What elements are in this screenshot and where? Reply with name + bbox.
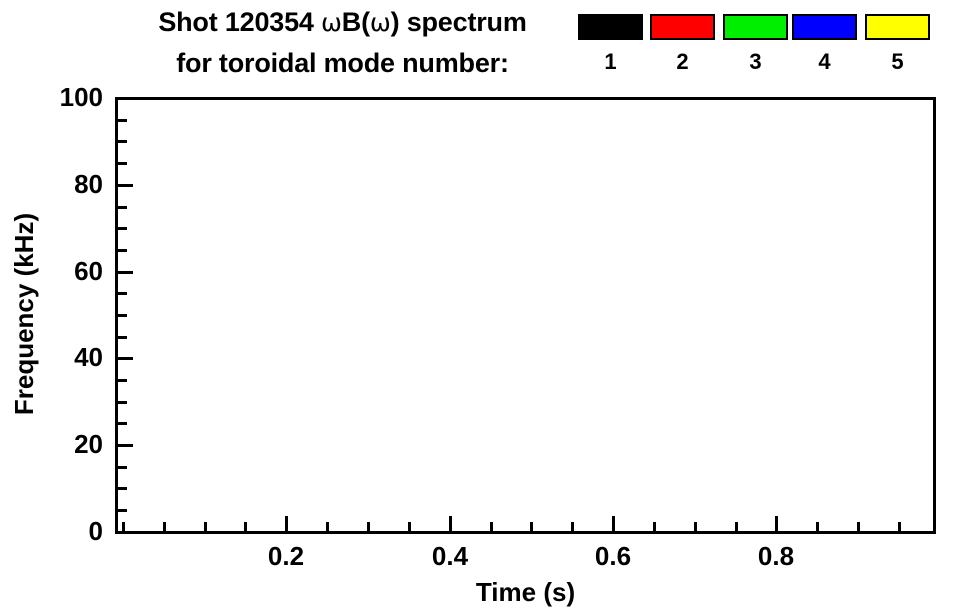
ytick-minor-75 <box>118 206 127 209</box>
ytick-major-80 <box>118 184 133 187</box>
ytick-label-group: 100 80 60 40 20 0 <box>0 83 103 545</box>
xtick-minor-0.00 <box>122 522 125 531</box>
axis-line-top <box>115 97 936 100</box>
ytick-label-100: 100 <box>59 82 103 112</box>
xtick-major-0.2 <box>285 516 288 531</box>
ytick-major-40 <box>118 357 133 360</box>
ytick-minor-90 <box>118 140 127 143</box>
legend-swatch-mode-2 <box>650 14 715 40</box>
xtick-minor-0.70 <box>694 522 697 531</box>
figure-title-line-2: for toroidal mode number: <box>176 48 509 78</box>
xtick-label-group: 0.2 0.4 0.6 0.8 <box>115 542 936 574</box>
xtick-minor-0.35 <box>408 522 411 531</box>
ytick-minor-55 <box>118 292 127 295</box>
xtick-major-0.8 <box>775 516 778 531</box>
legend-entry-1[interactable]: 1 <box>578 14 643 74</box>
xtick-minor-0.30 <box>367 522 370 531</box>
ytick-major-100 <box>118 97 133 100</box>
ytick-label-80: 80 <box>74 169 103 199</box>
xtick-label-0.2: 0.2 <box>267 541 305 571</box>
ytick-minor-45 <box>118 336 127 339</box>
xtick-minor-0.15 <box>244 522 247 531</box>
axis-line-bottom <box>115 531 936 534</box>
figure-title-line-1: Shot 120354 ωB(ω) spectrum <box>115 7 570 38</box>
xtick-minor-0.05 <box>163 522 166 531</box>
xtick-minor-0.10 <box>204 522 207 531</box>
legend-swatch-mode-5 <box>865 14 930 40</box>
xtick-minor-0.45 <box>490 522 493 531</box>
xtick-minor-0.55 <box>571 522 574 531</box>
ytick-minor-95 <box>118 119 127 122</box>
xtick-minor-0.85 <box>816 522 819 531</box>
ytick-minor-30 <box>118 401 127 404</box>
ytick-label-40: 40 <box>74 342 103 372</box>
axis-line-right <box>933 97 936 534</box>
ytick-minor-10 <box>118 487 127 490</box>
ytick-label-20: 20 <box>74 429 103 459</box>
xtick-minor-0.90 <box>857 522 860 531</box>
xtick-minor-0.95 <box>898 522 901 531</box>
ytick-minor-25 <box>118 422 127 425</box>
y-axis-title: Frequency (kHz) <box>9 212 39 416</box>
ytick-label-0: 0 <box>88 516 103 546</box>
xtick-minor-0.50 <box>530 522 533 531</box>
xtick-major-0.6 <box>612 516 615 531</box>
legend-label-mode-4: 4 <box>818 49 831 74</box>
x-axis-title: Time (s) <box>475 577 576 607</box>
ytick-minor-85 <box>118 162 127 165</box>
legend: 1 2 3 4 5 <box>578 14 930 90</box>
ytick-label-60: 60 <box>74 256 103 286</box>
legend-label-mode-1: 1 <box>604 49 617 74</box>
legend-label-mode-2: 2 <box>676 49 689 74</box>
plot-area <box>118 100 933 531</box>
ytick-minor-5 <box>118 509 127 512</box>
legend-swatch-mode-1 <box>578 14 643 40</box>
title-text-suffix: ) spectrum <box>390 7 527 37</box>
ytick-minor-50 <box>118 314 127 317</box>
ytick-major-0 <box>118 531 133 534</box>
ytick-minor-65 <box>118 249 127 252</box>
legend-label-mode-3: 3 <box>749 49 762 74</box>
axis-line-left <box>115 97 118 534</box>
omega-symbol-1: ω <box>321 8 342 37</box>
xtick-minor-0.65 <box>653 522 656 531</box>
legend-entry-2[interactable]: 2 <box>650 14 715 74</box>
legend-swatch-mode-3 <box>723 14 788 40</box>
plot-frame <box>115 97 936 534</box>
xtick-major-0.4 <box>449 516 452 531</box>
ytick-minor-70 <box>118 227 127 230</box>
xtick-label-0.8: 0.8 <box>757 541 795 571</box>
legend-entry-4[interactable]: 4 <box>792 14 857 74</box>
legend-entry-3[interactable]: 3 <box>723 14 788 74</box>
title-text-prefix: Shot 120354 <box>158 7 322 37</box>
xtick-minor-0.25 <box>326 522 329 531</box>
xtick-label-0.4: 0.4 <box>431 541 469 571</box>
ytick-minor-15 <box>118 466 127 469</box>
omega-symbol-2: ω <box>369 8 391 37</box>
title-text-mid: B( <box>341 7 370 37</box>
ytick-major-60 <box>118 271 133 274</box>
ytick-major-20 <box>118 444 133 447</box>
ytick-minor-35 <box>118 379 127 382</box>
xtick-label-0.6: 0.6 <box>594 541 632 571</box>
legend-entry-5[interactable]: 5 <box>865 14 930 74</box>
legend-label-mode-5: 5 <box>891 49 904 74</box>
legend-swatch-mode-4 <box>792 14 857 40</box>
xtick-minor-0.75 <box>735 522 738 531</box>
